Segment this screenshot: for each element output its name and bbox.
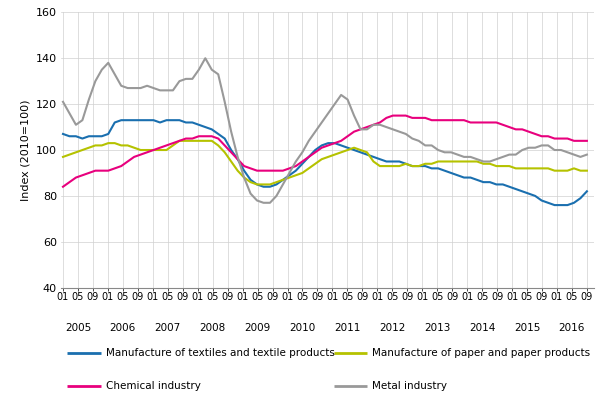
- Chemical industry: [59, 184, 67, 189]
- Manufacture of paper and paper products: [253, 182, 261, 187]
- Manufacture of paper and paper products: [208, 139, 215, 143]
- Chemical industry: [305, 155, 313, 159]
- Metal industry: [182, 76, 190, 81]
- Line: Manufacture of textiles and textile products: Manufacture of textiles and textile prod…: [63, 120, 587, 205]
- Text: 2014: 2014: [469, 323, 495, 332]
- Text: 2009: 2009: [244, 323, 271, 332]
- Chemical industry: [473, 120, 480, 125]
- Manufacture of textiles and textile products: [551, 203, 558, 208]
- Text: Chemical industry: Chemical industry: [106, 381, 201, 391]
- Metal industry: [583, 152, 591, 157]
- Text: 2006: 2006: [110, 323, 136, 332]
- Manufacture of paper and paper products: [583, 168, 591, 173]
- Metal industry: [201, 56, 209, 61]
- Manufacture of textiles and textile products: [486, 180, 493, 185]
- Manufacture of textiles and textile products: [118, 118, 125, 122]
- Text: 2013: 2013: [424, 323, 450, 332]
- Text: 2012: 2012: [379, 323, 406, 332]
- Manufacture of paper and paper products: [176, 139, 183, 143]
- Manufacture of paper and paper products: [480, 162, 487, 166]
- Text: Manufacture of paper and paper products: Manufacture of paper and paper products: [372, 349, 590, 358]
- Text: 2015: 2015: [514, 323, 540, 332]
- Chemical industry: [201, 134, 209, 139]
- Manufacture of textiles and textile products: [312, 148, 319, 152]
- Manufacture of paper and paper products: [215, 143, 222, 148]
- Chemical industry: [583, 139, 591, 143]
- Metal industry: [215, 72, 222, 77]
- Line: Metal industry: Metal industry: [63, 58, 587, 203]
- Y-axis label: Index (2010=100): Index (2010=100): [20, 99, 31, 201]
- Metal industry: [260, 200, 267, 205]
- Manufacture of paper and paper products: [59, 155, 67, 159]
- Metal industry: [59, 99, 67, 104]
- Text: Metal industry: Metal industry: [372, 381, 447, 391]
- Manufacture of paper and paper products: [188, 139, 196, 143]
- Metal industry: [480, 159, 487, 164]
- Text: 2007: 2007: [155, 323, 181, 332]
- Metal industry: [208, 67, 215, 72]
- Manufacture of paper and paper products: [318, 157, 326, 162]
- Text: 2011: 2011: [334, 323, 360, 332]
- Manufacture of textiles and textile products: [583, 189, 591, 194]
- Text: 2008: 2008: [200, 323, 226, 332]
- Line: Chemical industry: Chemical industry: [63, 115, 587, 187]
- Manufacture of textiles and textile products: [59, 132, 67, 136]
- Manufacture of textiles and textile products: [215, 132, 222, 136]
- Chemical industry: [208, 134, 215, 139]
- Chemical industry: [389, 113, 397, 118]
- Chemical industry: [486, 120, 493, 125]
- Manufacture of paper and paper products: [493, 164, 500, 169]
- Chemical industry: [182, 136, 190, 141]
- Line: Manufacture of paper and paper products: Manufacture of paper and paper products: [63, 141, 587, 185]
- Manufacture of textiles and textile products: [188, 120, 196, 125]
- Manufacture of textiles and textile products: [208, 127, 215, 132]
- Manufacture of textiles and textile products: [473, 178, 480, 182]
- Text: 2005: 2005: [65, 323, 91, 332]
- Metal industry: [493, 157, 500, 162]
- Metal industry: [318, 120, 326, 125]
- Text: 2016: 2016: [559, 323, 585, 332]
- Text: 2010: 2010: [289, 323, 316, 332]
- Text: Manufacture of textiles and textile products: Manufacture of textiles and textile prod…: [106, 349, 335, 358]
